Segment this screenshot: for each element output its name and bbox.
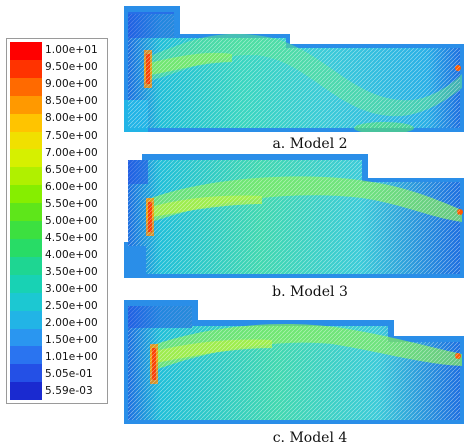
- colorbar-label: 2.00e+00: [45, 317, 98, 330]
- colorbar-swatch: [10, 95, 42, 114]
- flow-field-model-3: [122, 152, 472, 280]
- colorbar-label: 5.59e-03: [45, 385, 93, 398]
- colorbar-label: 5.00e+00: [45, 214, 98, 227]
- colorbar-swatch: [10, 113, 42, 132]
- colorbar-label: 7.50e+00: [45, 129, 98, 142]
- colorbar-swatch: [10, 274, 42, 293]
- colorbar-swatch: [10, 382, 42, 401]
- colorbar-swatch: [10, 131, 42, 150]
- colorbar-swatch: [10, 59, 42, 78]
- colorbar-label: 1.01e+00: [45, 351, 98, 364]
- colorbar-swatch: [10, 203, 42, 222]
- colorbar-labels: 1.00e+01 9.50e+00 9.00e+00 8.50e+00 8.00e+00…: [45, 42, 107, 400]
- colorbar-label: 7.00e+00: [45, 146, 98, 159]
- colorbar-label: 4.50e+00: [45, 231, 98, 244]
- velocity-colorbar: 1.00e+01 9.50e+00 9.00e+00 8.50e+00 8.00e+00…: [6, 38, 108, 404]
- colorbar-swatch: [10, 77, 42, 96]
- flow-field-model-4-svg: [124, 300, 464, 424]
- colorbar-label: 6.00e+00: [45, 180, 98, 193]
- colorbar-swatch: [10, 346, 42, 365]
- colorbar-label: 5.50e+00: [45, 197, 98, 210]
- colorbar-swatch: [10, 328, 42, 347]
- colorbar-label: 6.50e+00: [45, 163, 98, 176]
- colorbar-swatches: [10, 42, 42, 401]
- colorbar-swatch: [10, 310, 42, 329]
- colorbar-label: 3.50e+00: [45, 265, 98, 278]
- flow-field-model-3-svg: [124, 154, 464, 278]
- colorbar-swatch: [10, 167, 42, 186]
- colorbar-swatch: [10, 364, 42, 383]
- colorbar-label: 9.00e+00: [45, 78, 98, 91]
- colorbar-label: 4.00e+00: [45, 248, 98, 261]
- colorbar-swatch: [10, 292, 42, 311]
- caption-model-2: a. Model 2: [272, 136, 348, 152]
- colorbar-label: 9.50e+00: [45, 61, 98, 74]
- flow-field-model-2-svg: [124, 6, 464, 132]
- flow-field-model-2: [122, 4, 472, 132]
- colorbar-swatch: [10, 221, 42, 239]
- colorbar-swatch: [10, 42, 42, 60]
- colorbar-label: 8.00e+00: [45, 112, 98, 125]
- colorbar-label: 1.00e+01: [45, 44, 98, 57]
- caption-model-3: b. Model 3: [272, 284, 348, 300]
- colorbar-label: 2.50e+00: [45, 299, 98, 312]
- colorbar-label: 5.05e-01: [45, 368, 93, 381]
- colorbar-label: 8.50e+00: [45, 95, 98, 108]
- colorbar-swatch: [10, 149, 42, 168]
- colorbar-swatch: [10, 238, 42, 257]
- colorbar-label: 3.00e+00: [45, 282, 98, 295]
- colorbar-swatch: [10, 185, 42, 204]
- colorbar-label: 1.50e+00: [45, 334, 98, 347]
- flow-field-model-4: [122, 298, 472, 426]
- caption-model-4: c. Model 4: [272, 430, 348, 446]
- colorbar-swatch: [10, 256, 42, 275]
